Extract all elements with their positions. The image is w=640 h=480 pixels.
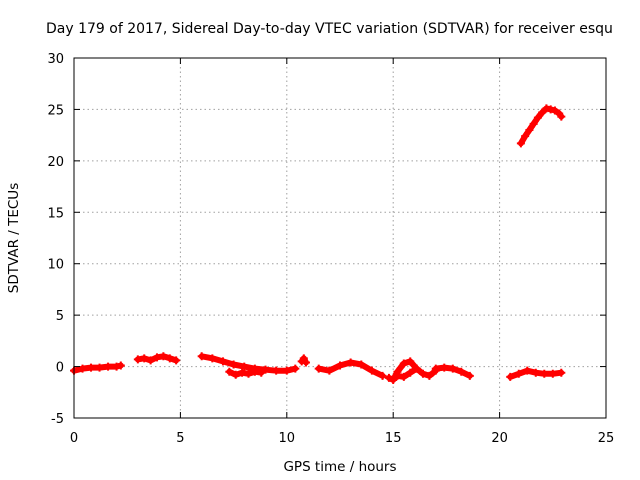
data-point <box>367 366 376 375</box>
data-point <box>440 363 449 372</box>
data-point <box>95 363 104 372</box>
data-point <box>238 368 247 377</box>
data-point <box>250 367 259 376</box>
data-points <box>70 104 566 384</box>
data-point <box>399 372 408 381</box>
data-point <box>506 372 515 381</box>
y-tick-label: 0 <box>56 361 64 376</box>
data-point <box>104 362 113 371</box>
data-point <box>448 364 457 373</box>
data-point <box>389 375 398 384</box>
data-point <box>457 367 466 376</box>
data-point <box>357 360 366 369</box>
chart-title: Day 179 of 2017, Sidereal Day-to-day VTE… <box>46 21 613 37</box>
data-point <box>523 366 532 375</box>
data-point <box>516 139 525 148</box>
y-tick-label: -5 <box>51 412 64 427</box>
data-point <box>425 371 434 380</box>
x-tick-label: 25 <box>598 431 615 446</box>
x-axis-title: GPS time / hours <box>283 459 396 475</box>
data-point <box>314 364 323 373</box>
data-point <box>261 365 270 374</box>
data-point <box>208 354 217 363</box>
data-point <box>465 371 474 380</box>
data-point <box>557 112 566 121</box>
data-point <box>393 371 402 380</box>
data-point <box>346 358 355 367</box>
data-point <box>529 119 538 128</box>
data-point <box>378 371 387 380</box>
data-point <box>399 359 408 368</box>
data-point <box>231 370 240 379</box>
data-point <box>112 362 121 371</box>
data-point <box>557 368 566 377</box>
data-point <box>257 368 266 377</box>
data-point <box>225 367 234 376</box>
data-point <box>244 369 253 378</box>
x-tick-label: 10 <box>279 431 296 446</box>
x-tick-label: 15 <box>385 431 402 446</box>
data-point <box>282 366 291 375</box>
data-point <box>78 364 87 373</box>
data-point <box>172 356 181 365</box>
data-point <box>197 352 206 361</box>
data-point <box>165 354 174 363</box>
data-point <box>299 354 308 363</box>
data-point <box>548 369 557 378</box>
data-point <box>159 352 168 361</box>
y-tick-label: 10 <box>47 258 64 273</box>
y-axis-title: SDTVAR / TECUs <box>6 183 22 293</box>
data-point <box>431 364 440 373</box>
data-point <box>514 369 523 378</box>
data-point <box>418 369 427 378</box>
data-point <box>152 353 161 362</box>
data-point <box>218 357 227 366</box>
data-point <box>240 362 249 371</box>
x-tick-label: 20 <box>491 431 508 446</box>
data-point <box>325 366 334 375</box>
y-tick-label: 15 <box>47 206 64 221</box>
y-tick-label: 25 <box>47 103 64 118</box>
data-point <box>521 132 530 141</box>
data-point <box>229 360 238 369</box>
x-tick-label: 0 <box>70 431 78 446</box>
y-tick-label: 5 <box>56 309 64 324</box>
y-tick-label: 20 <box>47 155 64 170</box>
data-point <box>116 361 125 370</box>
data-point <box>406 368 415 377</box>
y-axis-ticks: -5 0 5 10 15 20 25 30 <box>47 52 606 427</box>
data-point <box>291 364 300 373</box>
plot-frame <box>73 57 607 419</box>
data-point <box>533 113 542 122</box>
data-point <box>550 106 559 115</box>
data-point <box>133 355 142 364</box>
data-point <box>538 108 547 117</box>
data-point <box>542 104 551 113</box>
data-point <box>412 364 421 373</box>
x-tick-label: 5 <box>176 431 184 446</box>
data-point <box>531 368 540 377</box>
series-trace-seg3 <box>198 353 299 374</box>
data-point <box>406 357 415 366</box>
y-tick-label: 30 <box>47 52 64 67</box>
data-point <box>140 354 149 363</box>
data-point <box>546 105 555 114</box>
x-axis-ticks: 0 5 10 15 20 25 <box>70 58 614 446</box>
data-point <box>525 126 534 134</box>
data-point <box>87 363 96 372</box>
data-point <box>336 361 344 370</box>
data-point <box>146 356 155 365</box>
data-point <box>272 366 281 375</box>
data-point <box>301 358 310 367</box>
data-point <box>540 369 549 378</box>
data-point <box>384 373 393 382</box>
grid <box>74 58 606 418</box>
